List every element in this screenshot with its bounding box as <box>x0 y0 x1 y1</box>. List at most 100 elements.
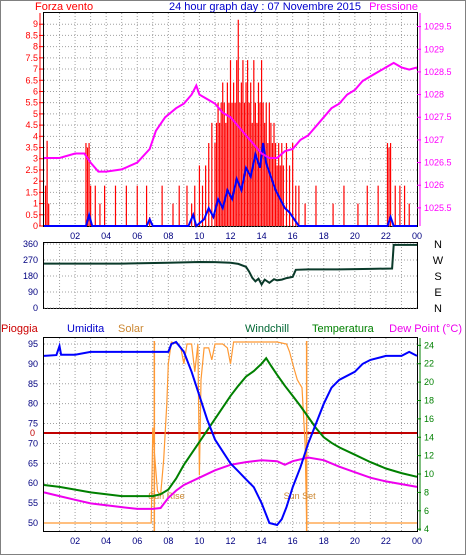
legend-solar: Solar <box>118 323 144 335</box>
pressure-y-tick-label: 1028.5 <box>424 67 452 77</box>
wind-x-tick-label: 04 <box>101 231 111 241</box>
wind-direction-plot: 0 N 90 E 180 S 270 W 360 N <box>23 239 444 315</box>
wind-y-tick-label: 6.5 <box>25 75 38 85</box>
wind-y-tick-label: 8.5 <box>25 30 38 40</box>
wind-axis-label: Forza vento <box>35 1 93 13</box>
pressure-y-tick-label: 1029 <box>424 44 444 54</box>
legend-rain: Pioggia <box>1 323 39 335</box>
humidity-line <box>43 340 418 527</box>
temp-x-tick-label: 02 <box>70 536 80 546</box>
direction-y-tick-label: 0 <box>33 303 38 313</box>
wind-y-tick-label: 1.5 <box>25 187 38 197</box>
temp-x-tick-label: 08 <box>163 536 173 546</box>
wind-x-tick-label: 12 <box>225 231 235 241</box>
wind-y-tick-label: 7.5 <box>25 53 38 63</box>
wind-y-tick-label: 6 <box>33 86 38 96</box>
temp-x-tick-label: 22 <box>381 536 391 546</box>
wind-pressure-plot: 00.511.522.533.544.555.566.577.588.59102… <box>25 13 452 241</box>
wind-x-tick-label: 10 <box>194 231 204 241</box>
direction-y-tick-label: 360 <box>23 239 38 249</box>
wind-y-tick-label: 0 <box>33 221 38 231</box>
pressure-axis-label: Pressione <box>369 1 418 13</box>
pressure-y-tick-label: 1027.5 <box>424 112 452 122</box>
wind-x-tick-label: 00 <box>412 231 422 241</box>
wind-x-tick-label: 14 <box>257 231 267 241</box>
direction-y-tick-label: 90 <box>28 287 38 297</box>
wind-y-tick-label: 1 <box>33 199 38 209</box>
temperature-y-tick-label: 14 <box>424 432 434 442</box>
temperature-y-tick-label: 24 <box>424 340 434 350</box>
temp-x-tick-label: 16 <box>288 536 298 546</box>
wind-y-tick-label: 9 <box>33 19 38 29</box>
wind-y-tick-label: 2.5 <box>25 165 38 175</box>
temp-x-tick-label: 18 <box>319 536 329 546</box>
temp-x-tick-label: 10 <box>194 536 204 546</box>
pressure-line <box>44 61 418 173</box>
temperature-line <box>43 356 418 498</box>
temperature-y-tick-label: 10 <box>424 469 434 479</box>
wind-y-tick-label: 8 <box>33 42 38 52</box>
pressure-y-tick-label: 1029.5 <box>424 22 452 32</box>
temperature-y-tick-label: 22 <box>424 359 434 369</box>
pressure-y-tick-label: 1027 <box>424 135 444 145</box>
wind-x-tick-label: 08 <box>163 231 173 241</box>
humidity-y-tick-label: 65 <box>28 458 38 468</box>
compass-label: W <box>433 255 444 267</box>
wind-y-tick-label: 5 <box>33 109 38 119</box>
pressure-y-tick-label: 1025.5 <box>424 203 452 213</box>
dew-point-line <box>43 456 418 510</box>
temperature-y-tick-label: 16 <box>424 414 434 424</box>
wind-direction-line <box>44 243 417 287</box>
compass-label: N <box>434 303 442 315</box>
temp-x-tick-label: 20 <box>350 536 360 546</box>
rain-value-label: 0 <box>30 428 35 438</box>
humidity-y-tick-label: 60 <box>28 478 38 488</box>
sun-set-label: Sun Set <box>284 491 317 501</box>
solar-line <box>44 341 417 524</box>
humidity-y-tick-label: 50 <box>28 518 38 528</box>
humidity-y-tick-label: 85 <box>28 379 38 389</box>
pressure-y-tick-label: 1026 <box>424 180 444 190</box>
temp-x-tick-label: 04 <box>101 536 111 546</box>
legend-humidity: Umidita <box>67 323 105 335</box>
legend-windchill: Windchill <box>245 323 289 335</box>
wind-y-tick-label: 5.5 <box>25 98 38 108</box>
wind-x-tick-label: 20 <box>350 231 360 241</box>
pressure-y-tick-label: 1026.5 <box>424 158 452 168</box>
wind-y-tick-label: 0.5 <box>25 210 38 220</box>
temperature-y-tick-label: 4 <box>424 524 429 534</box>
pressure-y-tick-label: 1028 <box>424 90 444 100</box>
wind-y-tick-label: 2 <box>33 176 38 186</box>
temperature-y-tick-label: 18 <box>424 395 434 405</box>
humidity-y-tick-label: 55 <box>28 498 38 508</box>
temp-x-tick-label: 12 <box>225 536 235 546</box>
wind-average-line <box>44 142 417 228</box>
chart-title: 24 hour graph day : 07 Novembre 2015 <box>169 1 361 13</box>
temp-x-tick-label: 14 <box>257 536 267 546</box>
wind-x-tick-label: 18 <box>319 231 329 241</box>
humidity-y-tick-label: 95 <box>28 339 38 349</box>
humidity-y-tick-label: 80 <box>28 399 38 409</box>
temp-humidity-plot: 50 55 60 65 70 75 80 85 90 95 4 6 8 10 12 14 16 18 20 22 24 0… <box>28 338 434 546</box>
direction-y-tick-label: 180 <box>23 271 38 281</box>
wind-y-tick-label: 3.5 <box>25 143 38 153</box>
wind-x-tick-label: 06 <box>132 231 142 241</box>
humidity-y-tick-label: 70 <box>28 438 38 448</box>
temp-x-tick-label: 00 <box>412 536 422 546</box>
wind-x-tick-label: 02 <box>70 231 80 241</box>
legend-temperature: Temperatura <box>312 323 375 335</box>
temperature-y-tick-label: 12 <box>424 451 434 461</box>
wind-y-tick-label: 7 <box>33 64 38 74</box>
compass-label: N <box>434 239 442 251</box>
temperature-y-tick-label: 6 <box>424 506 429 516</box>
temperature-y-tick-label: 20 <box>424 377 434 387</box>
legend-dew-point: Dew Point (°C) <box>389 323 462 335</box>
wind-x-tick-label: 22 <box>381 231 391 241</box>
humidity-y-tick-label: 75 <box>28 419 38 429</box>
temp-x-tick-label: 06 <box>132 536 142 546</box>
temperature-y-tick-label: 8 <box>424 487 429 497</box>
direction-y-tick-label: 270 <box>23 255 38 265</box>
humidity-y-tick-label: 90 <box>28 359 38 369</box>
